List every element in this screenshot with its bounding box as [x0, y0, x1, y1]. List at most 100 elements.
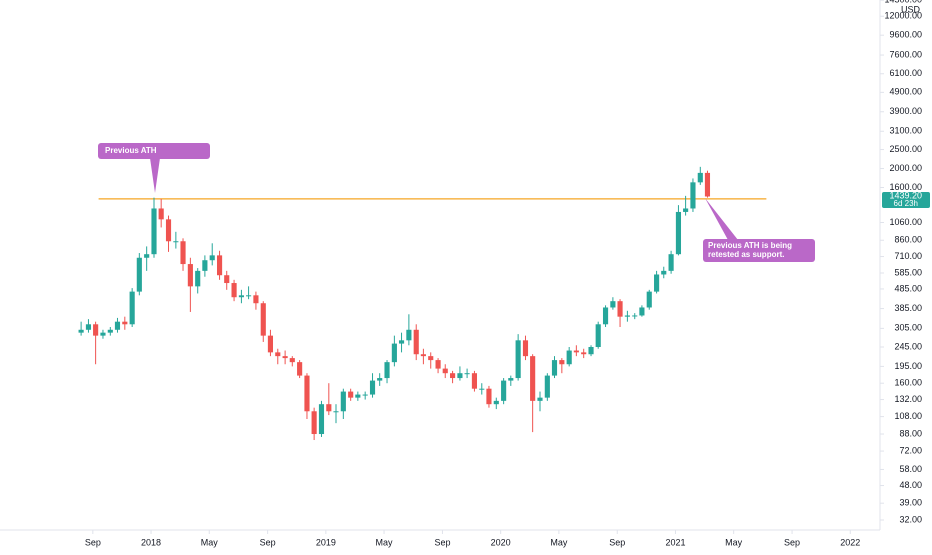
- plot: [78, 166, 767, 441]
- candle-body: [602, 307, 609, 325]
- candle-body: [442, 368, 448, 374]
- candle-body: [195, 270, 201, 287]
- x-tick-label: May: [376, 537, 394, 547]
- x-tick-label: Sep: [85, 537, 101, 547]
- callout-box: [703, 239, 815, 262]
- candle-body: [690, 182, 696, 209]
- candle-body: [566, 350, 572, 365]
- candle-body: [639, 307, 645, 316]
- candle-body: [348, 391, 354, 398]
- candle-body: [595, 324, 601, 347]
- callout-pointer: [705, 198, 738, 240]
- y-tick-label: 48.00: [899, 480, 922, 490]
- candle-body: [530, 356, 536, 401]
- candle-body: [187, 264, 193, 287]
- callout-pointer: [150, 158, 160, 193]
- y-tick-label: 1060.00: [889, 217, 922, 227]
- y-tick-label: 9600.00: [889, 30, 922, 40]
- candle-body: [508, 378, 514, 381]
- candle-body: [398, 340, 405, 344]
- candle-body: [238, 295, 244, 298]
- candle-body: [318, 404, 325, 435]
- x-tick-label: May: [725, 537, 743, 547]
- y-tick-label: 6100.00: [889, 68, 922, 78]
- callout-ath: Previous ATH: [98, 143, 210, 193]
- candle-body: [624, 315, 630, 317]
- x-tick-label: Sep: [784, 537, 800, 547]
- candle-body: [479, 388, 485, 390]
- x-tick-label: Sep: [260, 537, 276, 547]
- y-tick-label: 245.00: [894, 341, 922, 351]
- x-tick-label: 2018: [141, 537, 161, 547]
- candle-body: [435, 360, 441, 369]
- candle-body: [114, 321, 121, 330]
- last-price-badge: 1439.20 6d 23h: [882, 190, 930, 208]
- y-tick-label: 4900.00: [889, 87, 922, 97]
- candle-body: [428, 356, 434, 361]
- candle-body: [311, 411, 317, 435]
- candle-body: [654, 274, 660, 292]
- candle-body: [267, 335, 274, 353]
- candle-body: [362, 394, 368, 396]
- y-tick-label: 305.00: [894, 323, 922, 333]
- y-tick-label: 88.00: [899, 428, 922, 438]
- candle-body: [180, 241, 186, 265]
- candle-body: [85, 324, 92, 330]
- x-tick-label: 2021: [665, 537, 685, 547]
- candle-body: [93, 324, 99, 336]
- callout-text: Previous ATH: [105, 146, 157, 155]
- candle-body: [151, 208, 157, 255]
- candle-body: [355, 394, 361, 398]
- candle-body: [275, 352, 281, 357]
- candle-body: [501, 380, 507, 401]
- candle-body: [340, 391, 346, 412]
- candle-body: [515, 340, 521, 379]
- candle-body: [675, 211, 682, 255]
- candle-body: [391, 343, 397, 363]
- candle-body: [544, 375, 550, 398]
- y-tick-label: 132.00: [894, 394, 922, 404]
- callout-box: [98, 143, 210, 159]
- candle-body: [377, 378, 383, 381]
- candle-body: [493, 400, 499, 405]
- y-tick-label: 160.00: [894, 378, 922, 388]
- countdown: 6d 23h: [894, 199, 918, 208]
- candle-body: [704, 172, 711, 197]
- candle-body: [260, 303, 266, 336]
- candle-body: [122, 321, 128, 325]
- candle-body: [617, 301, 623, 317]
- y-tick-label: 195.00: [894, 361, 922, 371]
- candle-body: [632, 315, 638, 317]
- candle-body: [683, 208, 689, 212]
- candle-body: [282, 356, 288, 359]
- candle-body: [289, 358, 295, 363]
- candle-body: [100, 332, 106, 336]
- y-tick-label: 2000.00: [889, 163, 922, 173]
- candle-body: [551, 360, 558, 376]
- callout-text: Previous ATH is being retested as suppor…: [708, 241, 793, 259]
- candle-body: [246, 295, 252, 297]
- y-tick-label: 14500.00: [884, 0, 922, 5]
- x-tick-label: Sep: [434, 537, 450, 547]
- y-tick-label: 485.00: [894, 283, 922, 293]
- candle-body: [661, 270, 667, 275]
- candle-body: [78, 329, 84, 333]
- x-tick-label: May: [201, 537, 219, 547]
- x-tick-label: 2022: [840, 537, 860, 547]
- candle-body: [136, 257, 142, 292]
- currency-label: USD: [901, 4, 921, 14]
- y-tick-label: 32.00: [899, 514, 922, 524]
- y-tick-label: 1600.00: [889, 182, 922, 192]
- x-tick-label: May: [550, 537, 568, 547]
- candle-body: [413, 329, 419, 355]
- candle-body: [304, 375, 310, 412]
- candle-body: [457, 373, 463, 379]
- candle-body: [165, 219, 172, 242]
- candle-body: [471, 373, 478, 389]
- candle-body: [129, 291, 135, 325]
- candle-body: [173, 241, 179, 243]
- candle-body: [158, 208, 164, 220]
- y-tick-label: 72.00: [899, 445, 922, 455]
